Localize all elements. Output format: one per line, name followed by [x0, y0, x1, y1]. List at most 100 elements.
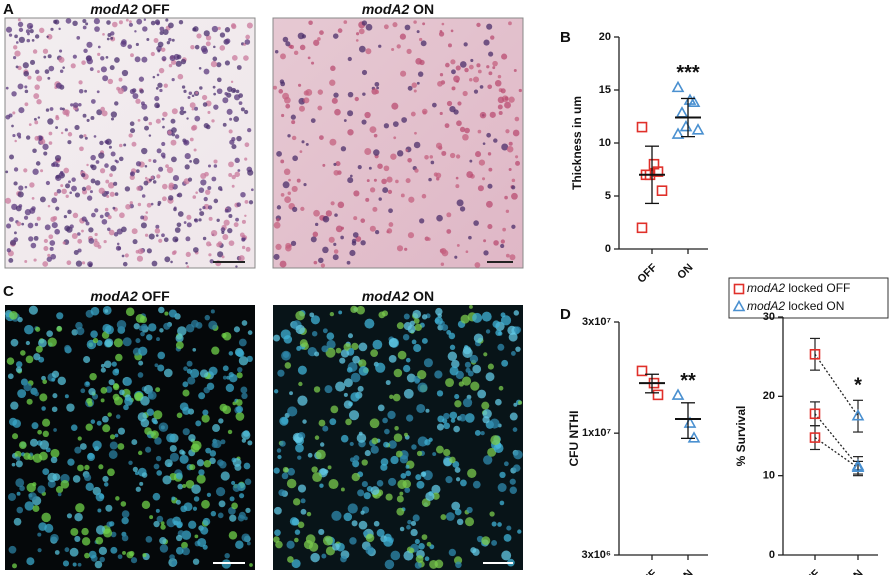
y-tick-label: 30	[763, 311, 775, 323]
tissue-cell	[84, 552, 90, 559]
data-point	[687, 431, 701, 443]
tissue-cell	[425, 491, 435, 501]
tissue-cell	[148, 121, 153, 126]
tissue-cell	[159, 537, 167, 545]
tissue-cell	[393, 368, 403, 378]
tissue-cell	[205, 189, 211, 195]
tissue-cell	[235, 89, 240, 94]
tissue-cell	[42, 379, 48, 385]
tissue-cell	[152, 159, 157, 163]
tissue-cell	[72, 475, 81, 483]
tissue-cell	[399, 33, 406, 40]
tissue-cell	[329, 138, 337, 146]
tissue-cell	[330, 65, 336, 72]
tissue-cell	[237, 514, 245, 522]
tissue-cell	[291, 135, 297, 141]
tissue-cell	[168, 22, 174, 29]
tissue-cell	[167, 130, 172, 135]
tissue-cell	[155, 118, 161, 124]
tissue-cell	[179, 110, 185, 116]
tissue-cell	[249, 563, 253, 567]
tissue-cell	[78, 88, 84, 94]
tissue-cell	[180, 106, 185, 111]
tissue-cell	[108, 229, 115, 236]
tissue-cell	[158, 422, 169, 432]
tissue-cell	[23, 70, 30, 77]
tissue-cell	[105, 138, 112, 145]
tissue-cell	[220, 439, 226, 445]
tissue-cell	[155, 224, 160, 229]
tissue-cell	[273, 389, 279, 394]
tissue-cell	[177, 326, 187, 336]
tissue-cell	[207, 164, 212, 168]
tissue-cell	[273, 506, 282, 515]
tissue-cell	[224, 553, 230, 559]
tissue-cell	[231, 184, 235, 188]
tissue-cell	[111, 361, 117, 367]
tissue-cell	[195, 420, 202, 427]
tissue-cell	[84, 136, 88, 140]
tissue-cell	[18, 107, 25, 114]
tissue-cell	[287, 406, 298, 417]
tissue-cell	[189, 160, 192, 163]
tissue-cell	[194, 534, 199, 539]
tissue-cell	[24, 85, 28, 89]
tissue-cell	[176, 521, 183, 528]
tissue-cell	[246, 541, 251, 546]
tissue-cell	[123, 143, 127, 147]
tissue-cell	[378, 197, 382, 201]
tissue-cell	[445, 62, 450, 68]
tissue-cell	[307, 56, 311, 60]
tissue-cell	[334, 108, 341, 116]
tissue-cell	[213, 164, 218, 168]
tissue-cell	[119, 212, 125, 219]
tissue-cell	[198, 187, 205, 193]
tissue-cell	[35, 161, 41, 166]
tissue-cell	[417, 382, 428, 393]
tissue-cell	[66, 403, 75, 412]
tissue-cell	[92, 337, 99, 344]
tissue-cell	[335, 347, 342, 354]
tissue-cell	[455, 184, 460, 189]
tissue-cell	[319, 468, 327, 476]
tissue-cell	[287, 556, 294, 563]
tissue-cell	[146, 408, 155, 416]
tissue-cell	[14, 231, 17, 235]
data-point	[636, 222, 648, 234]
tissue-cell	[49, 240, 56, 246]
tissue-cell	[103, 528, 113, 538]
tissue-cell	[478, 159, 486, 166]
legend-label: modA2 locked ON	[747, 299, 844, 313]
tissue-cell	[178, 20, 184, 25]
tissue-cell	[403, 313, 410, 320]
tissue-cell	[284, 362, 292, 369]
tissue-cell	[24, 89, 29, 94]
tissue-cell	[281, 472, 289, 480]
tissue-cell	[421, 534, 428, 540]
tissue-cell	[187, 177, 193, 182]
tissue-cell	[33, 117, 37, 121]
tissue-cell	[333, 249, 339, 254]
tissue-cell	[72, 54, 77, 59]
tissue-cell	[190, 44, 195, 50]
tissue-cell	[515, 155, 519, 159]
tissue-cell	[191, 107, 195, 111]
tissue-cell	[393, 136, 397, 140]
tissue-cell	[476, 63, 481, 68]
tissue-cell	[177, 211, 184, 217]
tissue-cell	[148, 158, 152, 162]
tissue-cell	[365, 533, 375, 543]
tissue-cell	[491, 539, 498, 546]
tissue-cell	[477, 129, 482, 134]
tissue-cell	[229, 117, 233, 121]
tissue-cell	[465, 413, 475, 423]
tissue-cell	[240, 191, 246, 198]
tissue-cell	[95, 160, 100, 164]
tissue-cell	[220, 188, 223, 192]
tissue-cell	[303, 97, 310, 104]
tissue-cell	[97, 52, 101, 56]
tissue-cell	[16, 506, 24, 514]
tissue-cell	[479, 85, 484, 89]
tissue-cell	[120, 501, 127, 507]
tissue-cell	[417, 71, 424, 77]
